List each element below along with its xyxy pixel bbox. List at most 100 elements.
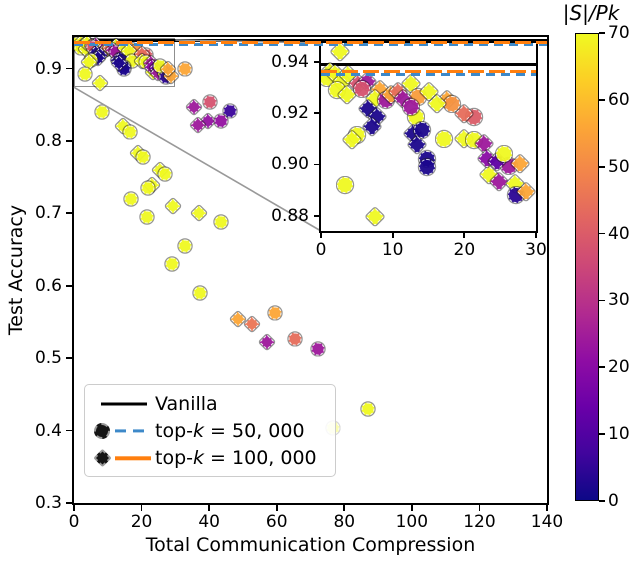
inset-x-tick-label: 10 [381,240,404,260]
scatter-point [268,306,282,320]
diamond-marker-icon [93,449,112,468]
inset-y-tick-mark [314,61,321,64]
y-tick-mark [66,140,74,142]
x-tick-mark [73,503,75,511]
scatter-point [259,333,275,350]
topk100-line [321,69,536,73]
colorbar-tick-label: 60 [608,89,630,110]
scatter-point [337,177,354,194]
y-tick-mark [66,67,74,70]
y-tick-label: 0.8 [34,130,62,151]
colorbar-title: |S|/Pk [562,1,620,25]
inset-y-tick-label: 0.88 [271,205,309,226]
inset-x-tick-label: 0 [315,240,327,260]
y-tick-label: 0.4 [34,420,62,441]
colorbar-tick-label: 10 [608,424,630,445]
scatter-point [158,167,172,181]
scatter-point [178,239,192,253]
inset-plot-area [319,41,538,233]
scatter-point [230,311,246,327]
colorbar-tick-label: 20 [608,357,630,378]
x-tick-label: 80 [333,512,356,532]
x-tick-label: 40 [198,512,220,532]
x-axis-label: Total Communication Compression [145,534,476,556]
x-tick-label: 20 [130,512,153,532]
scatter-point [141,181,155,195]
vanilla-line-swatch [93,392,155,416]
blue-dashed-line-icon [115,429,151,433]
colorbar-tick-mark [599,165,605,168]
x-tick-mark [208,503,211,511]
legend: Vanilla top-k = 50, 000 top-k = 100, 000 [84,384,336,477]
inset-x-tick-label: 30 [525,240,547,260]
y-tick-mark [66,502,74,504]
scatter-point [419,159,436,176]
scatter-point [95,105,109,119]
colorbar-tick-mark [599,98,605,101]
legend-label-topk-100000: top-k = 100, 000 [155,447,317,470]
scatter-point [186,99,202,115]
inset-y-tick-label: 0.94 [271,52,309,73]
x-tick-mark [140,503,143,511]
topk100-swatch [93,446,155,470]
y-tick-label: 0.3 [34,493,62,513]
inset-plot-clip [321,43,536,231]
x-tick-label: 120 [463,512,496,532]
y-tick-label: 0.9 [34,58,62,79]
x-tick-label: 140 [530,512,564,532]
topk50-swatch [93,419,155,443]
colorbar [575,33,599,501]
y-tick-mark [66,284,74,287]
scatter-point [353,80,370,97]
x-tick-label: 0 [68,512,80,532]
inset-x-tick-mark [391,231,394,238]
scatter-point [244,316,260,332]
scatter-point [203,95,217,109]
black-line-icon [101,402,147,406]
x-tick-label: 60 [265,512,288,532]
inset-y-tick-mark [314,112,321,115]
y-tick-mark [66,357,74,360]
legend-row-vanilla: Vanilla [93,390,327,417]
colorbar-tick-label: 50 [608,156,630,177]
scatter-point [436,130,453,147]
topk100-line [74,40,547,44]
colorbar-tick-mark [599,433,605,436]
x-tick-mark [546,503,548,511]
colorbar-tick-label: 0 [608,491,619,511]
scatter-point [223,104,237,117]
scatter-point [214,114,228,128]
scatter-point [178,62,192,75]
colorbar-tick-mark [599,500,605,502]
y-tick-label: 0.7 [34,203,62,224]
circle-marker-icon [94,422,110,439]
inset-y-tick-label: 0.92 [271,103,309,124]
topk50-line [321,73,536,77]
legend-row-topk-50000: top-k = 50, 000 [93,417,327,444]
scatter-point [123,125,137,138]
inset-y-tick-mark [314,214,321,217]
vanilla-line [321,63,536,67]
y-tick-label: 0.6 [34,275,62,296]
inset-x-tick-mark [320,231,322,238]
scatter-point [214,215,228,229]
colorbar-tick-label: 30 [608,290,630,311]
x-tick-mark [478,503,481,511]
scatter-point [165,198,181,214]
colorbar-tick-label: 70 [608,23,630,43]
scatter-point [365,207,385,227]
scatter-point [191,205,207,222]
scatter-point [414,122,431,139]
scatter-point [124,192,138,206]
colorbar-tick-mark [599,32,605,34]
scatter-point [402,98,419,115]
scatter-point [330,43,350,62]
colorbar-tick-mark [599,232,605,235]
y-tick-label: 0.5 [34,348,62,369]
y-tick-mark [66,212,74,215]
y-axis-label: Test Accuracy [5,204,27,336]
x-tick-label: 100 [395,512,429,532]
scatter-point [361,402,375,416]
legend-row-topk-100000: top-k = 100, 000 [93,445,327,472]
scatter-point [136,150,150,164]
